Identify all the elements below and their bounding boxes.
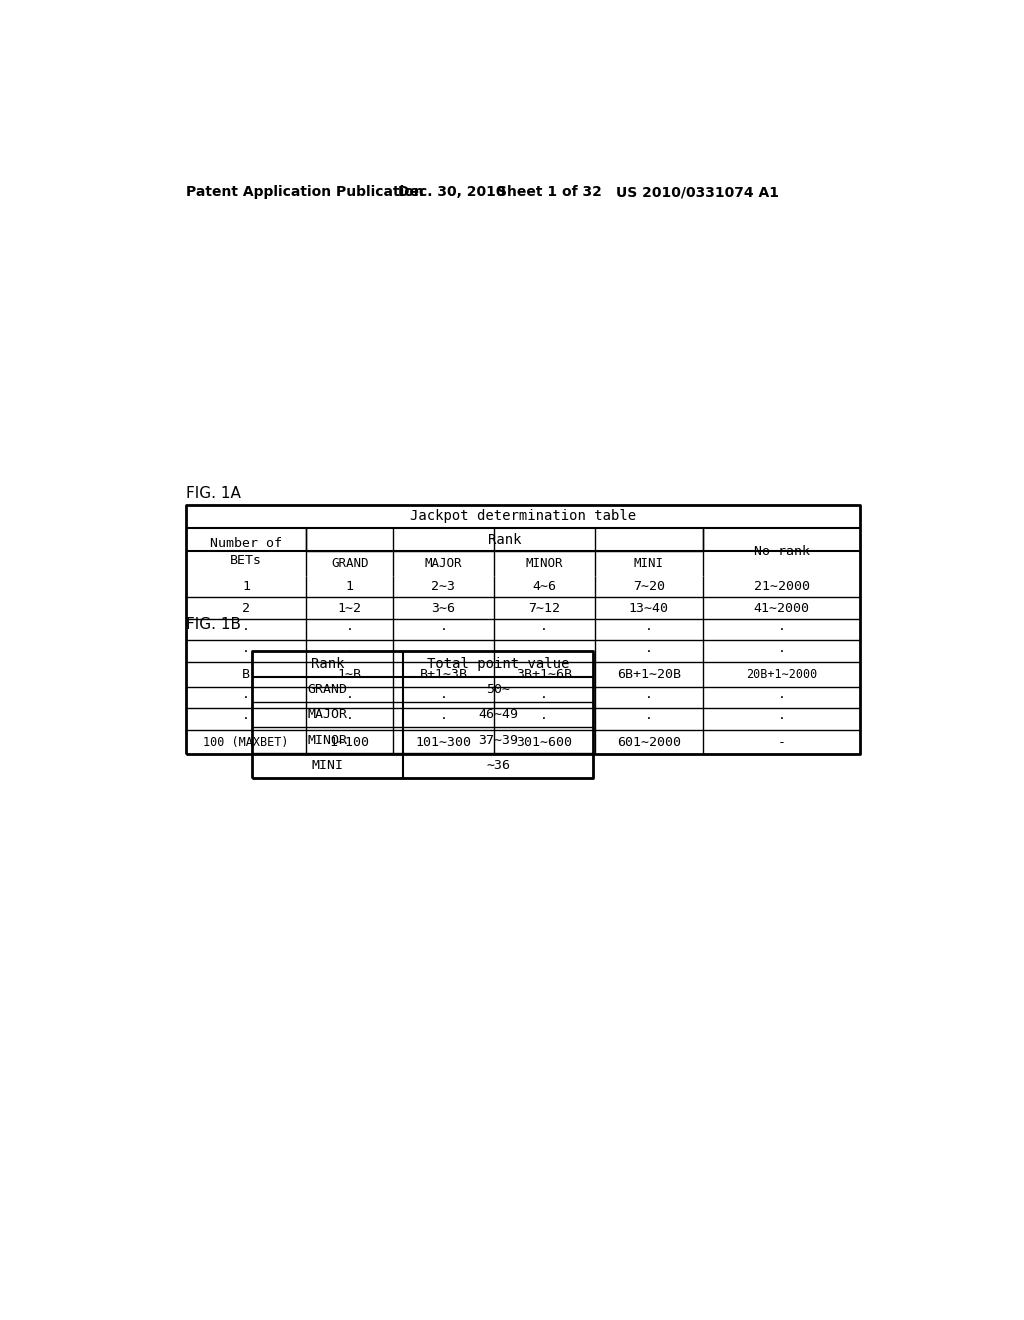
Text: 1∼B: 1∼B [338,668,361,681]
Text: ·: · [439,623,447,636]
Text: ·: · [541,690,548,704]
Text: MINOR: MINOR [525,557,563,570]
Text: ·: · [346,690,353,704]
Text: FIG. 1A: FIG. 1A [186,486,241,500]
Text: 2∼3: 2∼3 [431,579,456,593]
Text: 1∼100: 1∼100 [330,735,370,748]
Text: 101∼300: 101∼300 [416,735,471,748]
Text: GRAND: GRAND [331,557,369,570]
Text: 7∼20: 7∼20 [633,579,665,593]
Text: ·: · [439,644,447,657]
Text: 13∼40: 13∼40 [629,602,669,615]
Text: ·: · [645,644,653,657]
Text: ·: · [243,690,250,704]
Text: ·: · [243,644,250,657]
Text: ·: · [346,713,353,726]
Text: ·: · [243,623,250,636]
Text: 1: 1 [346,579,353,593]
Text: 4∼6: 4∼6 [532,579,556,593]
Text: ·: · [777,623,785,636]
Text: ·: · [346,644,353,657]
Text: 46∼49: 46∼49 [478,709,518,721]
Text: 1∼2: 1∼2 [338,602,361,615]
Text: GRAND: GRAND [307,682,347,696]
Text: 50∼: 50∼ [486,682,510,696]
Text: Patent Application Publication: Patent Application Publication [186,185,424,199]
Text: 1: 1 [243,579,250,593]
Text: Jackpot determination table: Jackpot determination table [411,510,636,524]
Text: ·: · [777,713,785,726]
Text: 37∼39: 37∼39 [478,734,518,747]
Text: US 2010/0331074 A1: US 2010/0331074 A1 [616,185,779,199]
Text: FIG. 1B: FIG. 1B [186,618,241,632]
Text: Rank: Rank [487,532,521,546]
Text: MAJOR: MAJOR [307,709,347,721]
Text: 21∼2000: 21∼2000 [754,579,810,593]
Text: 7∼12: 7∼12 [528,602,560,615]
Text: ∼36: ∼36 [486,759,510,772]
Text: 2: 2 [243,602,250,615]
Text: 6B+1∼20B: 6B+1∼20B [616,668,681,681]
Text: MINI: MINI [634,557,664,570]
Text: ·: · [777,690,785,704]
Text: ·: · [346,623,353,636]
Text: 100 (MAXBET): 100 (MAXBET) [204,735,289,748]
Text: 41∼2000: 41∼2000 [754,602,810,615]
Text: Total point value: Total point value [427,657,569,671]
Text: -: - [777,735,785,748]
Text: MAJOR: MAJOR [425,557,462,570]
Text: Rank: Rank [311,657,344,671]
Text: ·: · [645,713,653,726]
Text: ·: · [243,713,250,726]
Text: 20B+1∼2000: 20B+1∼2000 [746,668,817,681]
Text: B+1∼3B: B+1∼3B [420,668,467,681]
Text: MINOR: MINOR [307,734,347,747]
Text: MINI: MINI [311,759,344,772]
Text: Dec. 30, 2010: Dec. 30, 2010 [397,185,505,199]
Text: Sheet 1 of 32: Sheet 1 of 32 [497,185,602,199]
Text: 301∼600: 301∼600 [516,735,572,748]
Text: No rank: No rank [754,545,810,558]
Text: ·: · [439,713,447,726]
Text: ·: · [439,690,447,704]
Text: ·: · [541,644,548,657]
Text: Number of
BETs: Number of BETs [210,537,283,566]
Text: 601∼2000: 601∼2000 [616,735,681,748]
Text: B: B [243,668,250,681]
Text: ·: · [541,623,548,636]
Text: 3∼6: 3∼6 [431,602,456,615]
Text: ·: · [645,690,653,704]
Text: ·: · [777,644,785,657]
Text: ·: · [645,623,653,636]
Text: 3B+1∼6B: 3B+1∼6B [516,668,572,681]
Text: ·: · [541,713,548,726]
